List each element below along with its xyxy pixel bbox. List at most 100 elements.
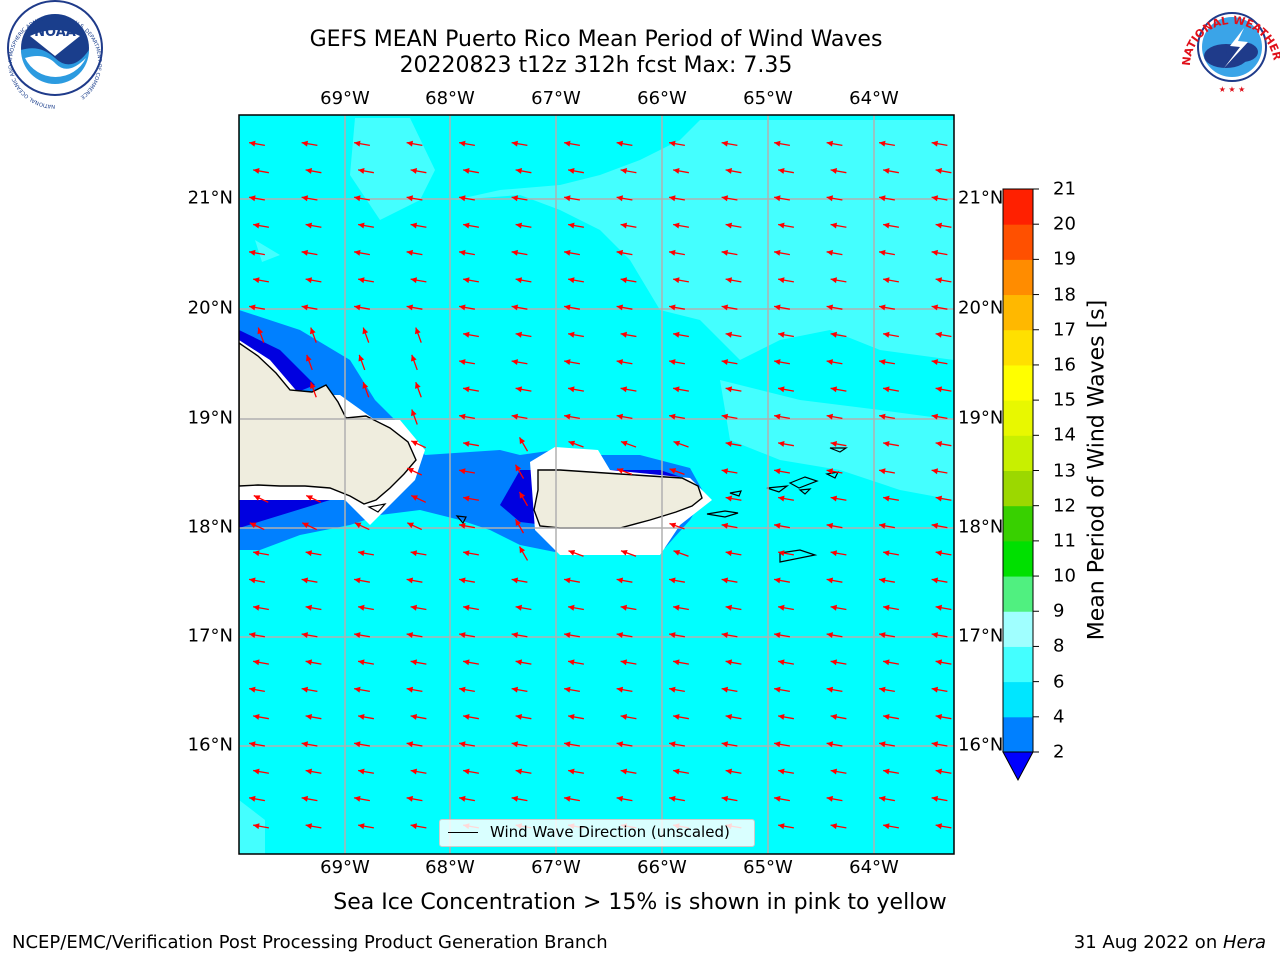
wave-arrow-head	[511, 304, 519, 311]
wave-arrow-head	[253, 713, 260, 720]
wave-arrow-head	[301, 577, 309, 584]
wave-arrow-head	[620, 549, 628, 556]
wave-arrow-head	[511, 249, 519, 256]
wave-arrow-head	[774, 140, 781, 147]
wave-arrow-head	[354, 795, 361, 802]
colorbar-tick-label: 19	[1053, 248, 1076, 270]
wave-arrow-head	[358, 222, 365, 229]
wave-arrow-head	[354, 522, 362, 529]
wave-arrow-head	[616, 304, 624, 311]
svg-text:★ ★ ★: ★ ★ ★	[1219, 85, 1246, 94]
hispaniola-land	[239, 342, 417, 505]
svg-text:NATIONAL WEATHER SERVICE: NATIONAL WEATHER SERVICE	[0, 0, 1280, 66]
wave-arrow-head	[459, 522, 466, 529]
lon-label-top: 66°W	[637, 88, 687, 109]
wave-arrow-head	[463, 277, 470, 284]
wave-arrow-head	[931, 140, 939, 147]
lon-label-top: 67°W	[531, 88, 581, 109]
wave-arrow-head	[406, 632, 414, 639]
wave-arrow-head	[935, 768, 943, 775]
wave-arrow-head	[669, 249, 676, 256]
colorbar-segment	[1003, 435, 1033, 471]
wave-arrow-head	[774, 195, 781, 202]
wave-arrow-head	[463, 659, 470, 666]
map-title: GEFS MEAN Puerto Rico Mean Period of Win…	[309, 27, 883, 52]
wave-arrow-head	[935, 167, 943, 174]
wave-arrow-head	[883, 659, 890, 666]
wave-arrow-head	[721, 522, 729, 529]
wave-arrow-head	[253, 167, 260, 174]
wave-arrow-head	[931, 413, 939, 420]
wave-arrow-head	[511, 140, 519, 147]
wave-arrow-head	[463, 222, 470, 229]
wave-arrow-head	[830, 823, 838, 830]
wave-arrow-head	[305, 167, 313, 174]
colorbar-tick-label: 11	[1053, 530, 1076, 552]
wave-arrow-head	[778, 713, 785, 720]
puerto-rico-land	[533, 469, 703, 529]
wave-arrow-head	[459, 249, 466, 256]
wave-arrow-head	[673, 331, 680, 338]
wave-arrow-head	[721, 468, 729, 475]
colorbar-segment	[1003, 681, 1033, 718]
wave-arrow-head	[721, 632, 729, 639]
wave-arrow-head	[616, 413, 624, 420]
wave-arrow-head	[778, 222, 785, 229]
wave-arrow-head	[931, 741, 939, 748]
wave-arrow-head	[883, 823, 890, 830]
wave-arrow-head	[725, 277, 733, 284]
wave-arrow-head	[721, 795, 729, 802]
lon-label-bottom: 68°W	[425, 857, 475, 878]
wave-arrow-head	[883, 222, 890, 229]
wave-arrow-head	[774, 249, 781, 256]
wave-arrow-head	[725, 386, 733, 393]
wave-arrow-head	[669, 413, 676, 420]
colorbar-segment	[1003, 470, 1033, 507]
wave-arrow-head	[721, 195, 729, 202]
wave-arrow-head	[673, 713, 680, 720]
wave-arrow-head	[463, 331, 470, 338]
wave-arrow-head	[931, 304, 939, 311]
wave-arrow-head	[354, 195, 361, 202]
wave-arrow-head	[774, 359, 781, 366]
wave-arrow-head	[826, 249, 834, 256]
wave-arrow-head	[935, 440, 943, 447]
wave-arrow-head	[362, 327, 369, 335]
wave-arrow-head	[778, 386, 785, 393]
wave-arrow-head	[826, 195, 834, 202]
wave-arrow-head	[883, 604, 890, 611]
wave-arrow-head	[358, 354, 365, 362]
wave-arrow-head	[459, 577, 466, 584]
wave-arrow-head	[673, 386, 680, 393]
wave-arrow-head	[826, 522, 834, 529]
wave-arrow-head	[669, 686, 676, 693]
wave-arrow-head	[616, 249, 624, 256]
wave-arrow-head	[778, 331, 785, 338]
wave-arrow-head	[935, 386, 943, 393]
wave-arrow-head	[463, 550, 470, 557]
wave-arrow-head	[459, 468, 466, 475]
wave-arrow-head	[306, 495, 313, 501]
lat-label-right: 21°N	[958, 187, 1004, 209]
wave-arrow-head	[301, 795, 309, 802]
wave-arrow-head	[463, 167, 470, 174]
wave-arrow-head	[354, 140, 361, 147]
colorbar-tick-label: 13	[1053, 460, 1076, 481]
small-islands	[367, 447, 848, 563]
wave-arrow-head	[519, 546, 526, 554]
wave-arrow-head	[673, 604, 680, 611]
wave-arrow-head	[253, 604, 260, 611]
wave-arrow-head	[511, 632, 519, 639]
colorbar-segment	[1003, 224, 1033, 260]
lon-label-bottom: 65°W	[743, 857, 793, 878]
wave-arrow-head	[354, 686, 361, 693]
wave-arrow-head	[774, 304, 781, 311]
wave-arrow-head	[725, 222, 733, 229]
wave-arrow-head	[253, 222, 260, 229]
wave-arrow-head	[620, 331, 628, 338]
wave-arrow-head	[669, 577, 676, 584]
wave-arrow-head	[515, 659, 523, 666]
wave-arrow-head	[673, 167, 680, 174]
lat-label-right: 17°N	[958, 625, 1004, 647]
wave-arrow-head	[459, 686, 466, 693]
